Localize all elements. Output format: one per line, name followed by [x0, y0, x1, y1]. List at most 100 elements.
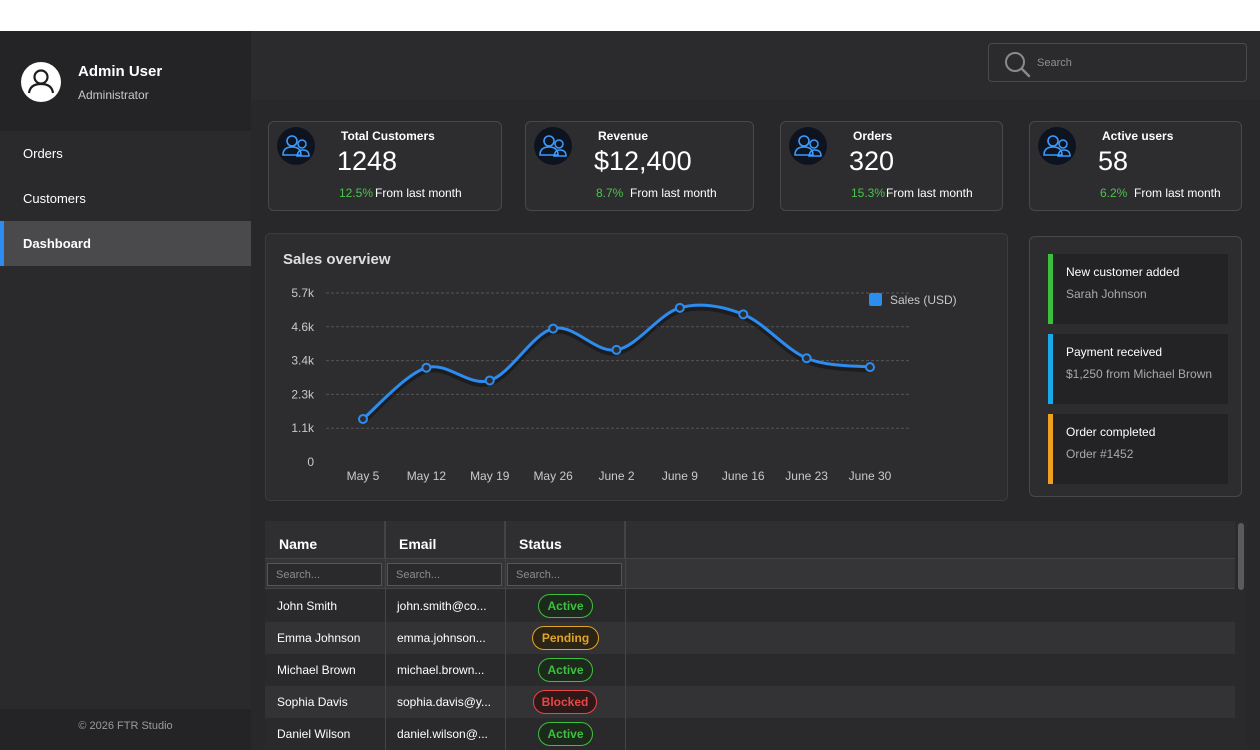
status-badge: Active [538, 722, 593, 746]
x-tick-label: May 5 [347, 469, 380, 483]
filter-status-input[interactable] [507, 563, 622, 586]
activity-item[interactable]: Order completed Order #1452 [1048, 414, 1228, 484]
data-point [738, 309, 749, 320]
search-input[interactable] [1037, 52, 1237, 74]
activity-title: Payment received [1066, 345, 1163, 359]
column-divider [505, 521, 506, 750]
cell-email: michael.brown... [397, 663, 485, 677]
x-tick-label: June 30 [849, 469, 892, 483]
stat-change: 6.2% [1100, 186, 1128, 200]
status-badge: Pending [532, 626, 599, 650]
stat-card-orders: Orders 320 15.3% From last month [780, 121, 1003, 211]
user-role: Administrator [78, 88, 149, 102]
search-box[interactable] [988, 43, 1247, 82]
users-icon [534, 127, 572, 165]
column-header-status[interactable]: Status [505, 521, 625, 559]
activity-detail: Order #1452 [1066, 447, 1134, 461]
filter-row [265, 559, 1235, 589]
stat-change: 12.5% [339, 186, 374, 200]
y-tick-label: 5.7k [291, 286, 315, 300]
sales-chart-panel: Sales overview 0 1.1k 2.3k 3.4k 4.6k 5.7k May … [265, 233, 1008, 501]
stat-value: 58 [1098, 146, 1129, 176]
y-tick-label: 1.1k [291, 421, 315, 435]
stat-title: Active users [1102, 129, 1174, 143]
y-tick-label: 0 [307, 455, 314, 469]
sidebar-item-customers[interactable]: Customers [23, 191, 86, 206]
scrollbar-thumb[interactable] [1238, 523, 1244, 590]
stat-title: Revenue [598, 129, 649, 143]
table-row[interactable]: Sophia Davis sophia.davis@y... Blocked [265, 686, 1235, 718]
cell-email: daniel.wilson@... [397, 727, 488, 741]
cell-name: John Smith [277, 599, 338, 613]
search-icon [1003, 50, 1031, 83]
data-point [674, 302, 685, 313]
data-point [484, 375, 495, 386]
stat-value: $12,400 [594, 146, 692, 176]
legend-swatch [869, 293, 882, 306]
stat-change: 15.3% [851, 186, 886, 200]
data-point [548, 323, 559, 334]
stat-change-label: From last month [886, 186, 973, 200]
stat-change-label: From last month [375, 186, 462, 200]
activity-item[interactable]: New customer added Sarah Johnson [1048, 254, 1228, 324]
y-tick-label: 4.6k [291, 320, 315, 334]
activity-title: New customer added [1066, 265, 1180, 279]
stat-card-revenue: Revenue $12,400 8.7% From last month [525, 121, 754, 211]
chart-title: Sales overview [283, 251, 391, 268]
cell-email: john.smith@co... [397, 599, 487, 613]
status-badge: Active [538, 658, 593, 682]
sales-line-chart: 0 1.1k 2.3k 3.4k 4.6k 5.7k May 5 May 12 May 19 Ma… [291, 286, 957, 483]
filter-name-input[interactable] [267, 563, 382, 586]
column-header-name[interactable]: Name [265, 521, 385, 559]
users-icon [789, 127, 827, 165]
table-row[interactable]: Michael Brown michael.brown... Active [265, 654, 1235, 686]
x-tick-label: May 26 [533, 469, 573, 483]
customers-table: Name Email Status John Smith john.smith@… [265, 521, 1247, 750]
stat-change: 8.7% [596, 186, 624, 200]
sidebar-item-dashboard[interactable]: Dashboard [0, 221, 251, 266]
table-scrollbar[interactable] [1236, 521, 1246, 750]
data-point [865, 362, 875, 373]
status-badge: Blocked [533, 690, 597, 714]
series-line [362, 303, 871, 421]
table-header: Name Email Status [265, 521, 1235, 559]
user-profile: Admin User Administrator [0, 31, 251, 131]
activity-item[interactable]: Payment received $1,250 from Michael Bro… [1048, 334, 1228, 404]
stat-card-active-users: Active users 58 6.2% From last month [1029, 121, 1242, 211]
x-tick-label: June 16 [722, 469, 765, 483]
activity-detail: Sarah Johnson [1066, 287, 1147, 301]
stat-change-label: From last month [630, 186, 717, 200]
column-header-email[interactable]: Email [385, 521, 505, 559]
data-point [801, 353, 812, 364]
data-point [421, 362, 432, 373]
cell-email: sophia.davis@y... [397, 695, 492, 709]
data-point [358, 414, 368, 425]
legend-label: Sales (USD) [890, 293, 957, 307]
top-bar [251, 31, 1260, 100]
sidebar-item-orders[interactable]: Orders [23, 146, 63, 161]
stat-value: 320 [849, 146, 895, 176]
cell-name: Sophia Davis [277, 695, 348, 709]
stat-title: Orders [853, 129, 893, 143]
filter-email-input[interactable] [387, 563, 502, 586]
table-row[interactable]: Emma Johnson emma.johnson... Pending [265, 622, 1235, 654]
cell-name: Daniel Wilson [277, 727, 351, 741]
users-icon [1038, 127, 1076, 165]
activity-feed: New customer added Sarah Johnson Payment… [1029, 236, 1242, 497]
stat-change-label: From last month [1134, 186, 1221, 200]
x-tick-label: June 9 [662, 469, 698, 483]
avatar-icon [21, 62, 61, 102]
series-line-shadow [361, 305, 871, 424]
activity-detail: $1,250 from Michael Brown [1066, 367, 1213, 381]
users-icon [277, 127, 315, 165]
column-divider [625, 521, 626, 750]
data-point [611, 344, 622, 355]
table-row[interactable]: Daniel Wilson daniel.wilson@... Active [265, 718, 1235, 750]
stat-card-total-customers: Total Customers 1248 12.5% From last mon… [268, 121, 502, 211]
status-badge: Active [538, 594, 593, 618]
activity-title: Order completed [1066, 425, 1156, 439]
y-tick-label: 2.3k [291, 387, 315, 401]
cell-email: emma.johnson... [397, 631, 486, 645]
column-divider [385, 521, 386, 750]
table-row[interactable]: John Smith john.smith@co... Active [265, 590, 1235, 622]
